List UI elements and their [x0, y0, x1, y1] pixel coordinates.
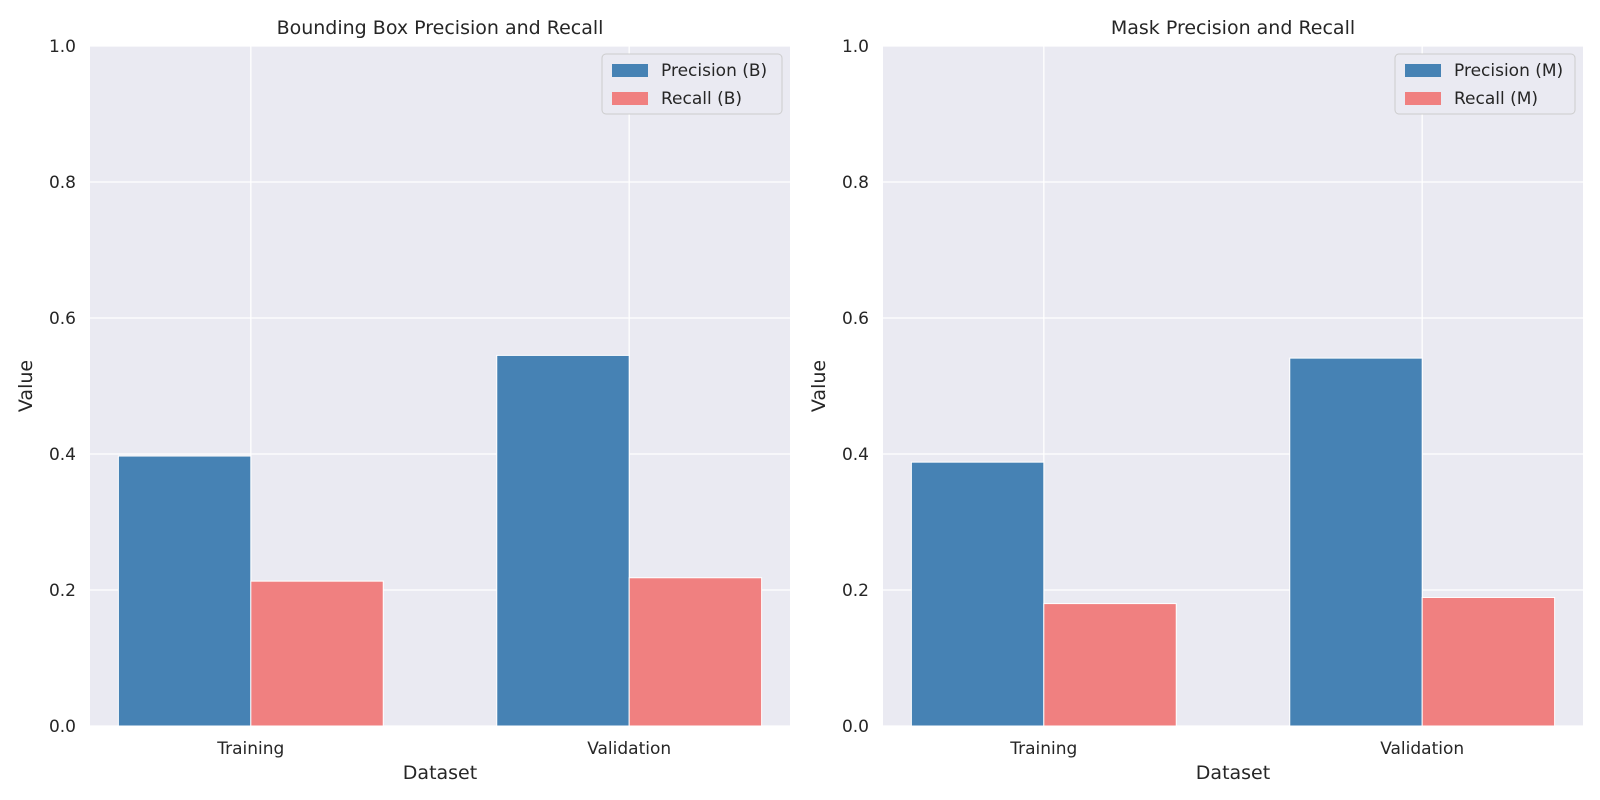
x-axis-title: Dataset: [1196, 762, 1270, 784]
chart-title: Mask Precision and Recall: [1111, 17, 1355, 39]
y-tick-label: 0.6: [49, 309, 76, 329]
bar-recall-b-training: [250, 580, 384, 727]
legend-swatch: [1405, 64, 1441, 77]
y-tick-label: 0.6: [842, 309, 869, 329]
legend-label: Precision (B): [661, 61, 767, 81]
y-tick-label: 0.8: [49, 173, 76, 193]
bar-recall-m-training: [1043, 603, 1177, 727]
x-tick-label: Training: [216, 739, 284, 759]
bar-recall-b-validation: [628, 577, 763, 727]
y-axis-title: Value: [15, 360, 37, 412]
mask-chart: Mask Precision and Recall Dataset Value …: [808, 17, 1583, 784]
bbox-chart: Bounding Box Precision and Recall Datase…: [15, 17, 790, 784]
bar-precision-m-training: [910, 461, 1045, 727]
x-axis-title: Dataset: [403, 762, 477, 784]
legend-swatch: [612, 92, 648, 105]
legend-label: Recall (B): [661, 89, 742, 109]
y-tick-label: 0.0: [842, 717, 869, 737]
y-tick-label: 0.0: [49, 717, 76, 737]
x-tick-label: Validation: [587, 739, 671, 759]
y-tick-label: 0.4: [842, 445, 869, 465]
x-tick-label: Training: [1009, 739, 1077, 759]
legend-label: Recall (M): [1454, 89, 1538, 109]
x-tick-label: Validation: [1380, 739, 1464, 759]
legend-swatch: [1405, 92, 1441, 105]
y-axis-title: Value: [808, 360, 830, 412]
bar-recall-m-validation: [1421, 596, 1556, 727]
bar-precision-b-training: [117, 455, 252, 727]
bar-precision-m-validation: [1289, 357, 1423, 727]
y-tick-label: 0.4: [49, 445, 76, 465]
y-tick-label: 1.0: [49, 37, 76, 57]
y-tick-label: 0.2: [49, 581, 76, 601]
chart-title: Bounding Box Precision and Recall: [277, 17, 604, 39]
y-tick-label: 1.0: [842, 37, 869, 57]
bar-precision-b-validation: [496, 354, 630, 727]
legend-swatch: [612, 64, 648, 77]
y-tick-label: 0.2: [842, 581, 869, 601]
y-tick-label: 0.8: [842, 173, 869, 193]
legend-label: Precision (M): [1454, 61, 1563, 81]
